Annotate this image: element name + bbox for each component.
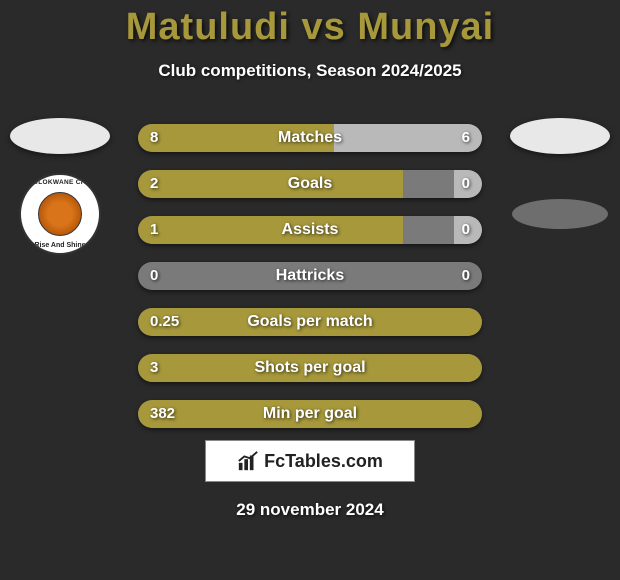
bar-value-left: 8 — [150, 124, 158, 152]
bar-value-right: 0 — [462, 262, 470, 290]
club-logo-top-text: POLOKWANE CITY — [28, 179, 91, 186]
bar-value-right: 0 — [462, 170, 470, 198]
bar-value-right: 6 — [462, 124, 470, 152]
bar-label: Shots per goal — [138, 354, 482, 382]
left-flag — [10, 118, 110, 154]
bar-label: Matches — [138, 124, 482, 152]
date-text: 29 november 2024 — [0, 500, 620, 520]
stat-bar-row: Shots per goal3 — [138, 354, 482, 382]
stat-bar-row: Goals2 0 — [138, 170, 482, 198]
bar-label: Goals — [138, 170, 482, 198]
bar-value-left: 1 — [150, 216, 158, 244]
right-flag — [510, 118, 610, 154]
stat-bar-row: Hattricks0 0 — [138, 262, 482, 290]
bar-label: Assists — [138, 216, 482, 244]
stat-bar-row: Assists1 0 — [138, 216, 482, 244]
bar-value-left: 382 — [150, 400, 175, 428]
bar-label: Hattricks — [138, 262, 482, 290]
stat-bars: Matches86Goals20Assists10Hattricks00Goal… — [138, 124, 482, 446]
right-player-column — [510, 118, 610, 256]
right-club-logo — [510, 172, 610, 256]
page-title: Matuludi vs Munyai — [0, 0, 620, 49]
left-player-column: POLOKWANE CITY Rise And Shine — [10, 118, 110, 256]
bar-value-right: 0 — [462, 216, 470, 244]
bar-value-left: 0 — [150, 262, 158, 290]
bar-label: Min per goal — [138, 400, 482, 428]
brand-text: FcTables.com — [264, 451, 383, 472]
stat-bar-row: Goals per match0.25 — [138, 308, 482, 336]
bar-value-left: 0.25 — [150, 308, 179, 336]
club-logo-circle: POLOKWANE CITY Rise And Shine — [19, 173, 101, 255]
subtitle: Club competitions, Season 2024/2025 — [0, 61, 620, 81]
stat-bar-row: Matches8 6 — [138, 124, 482, 152]
left-club-logo: POLOKWANE CITY Rise And Shine — [10, 172, 110, 256]
stat-bar-row: Min per goal382 — [138, 400, 482, 428]
brand-box: FcTables.com — [205, 440, 415, 482]
brand-chart-icon — [237, 450, 259, 472]
bar-value-left: 2 — [150, 170, 158, 198]
bar-value-left: 3 — [150, 354, 158, 382]
club-logo-bottom-text: Rise And Shine — [34, 242, 85, 249]
club-logo-center — [38, 192, 82, 236]
right-club-shape-icon — [510, 193, 610, 235]
bar-label: Goals per match — [138, 308, 482, 336]
